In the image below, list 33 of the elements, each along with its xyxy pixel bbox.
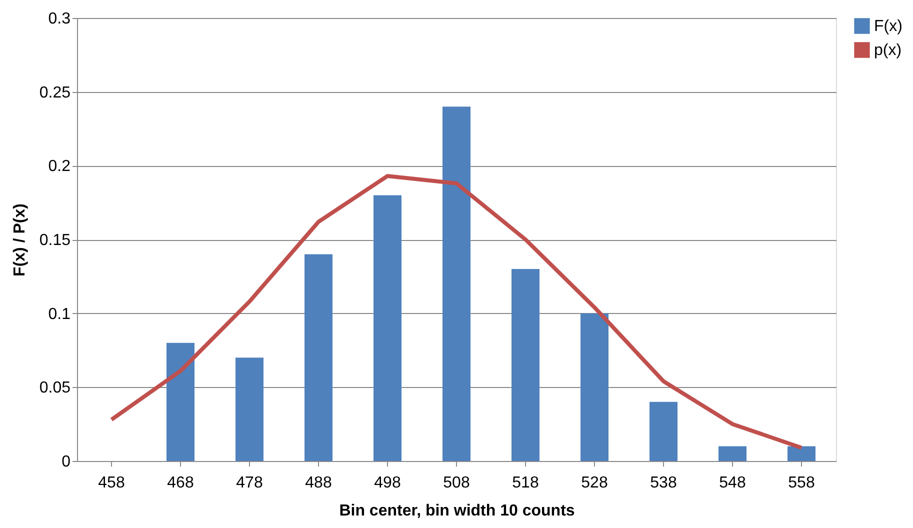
- x-tick-label: 488: [305, 474, 332, 492]
- y-tick-label: 0.2: [48, 158, 71, 176]
- bar: [718, 446, 746, 461]
- y-tick-label: 0.1: [48, 306, 71, 323]
- x-tick-label: 508: [443, 474, 470, 492]
- bar: [166, 342, 194, 461]
- line-series: [110, 174, 804, 450]
- bar: [512, 269, 540, 461]
- y-tick-label: 0.3: [48, 10, 71, 28]
- x-tick-label: 558: [788, 474, 815, 492]
- x-tick-label: 518: [512, 474, 539, 492]
- legend-label: F(x): [874, 18, 902, 35]
- legend-label: p(x): [874, 42, 902, 59]
- x-tick-label: 478: [236, 474, 263, 492]
- y-axis-title: F(x) / P(x): [11, 204, 28, 276]
- x-tick-label: 538: [650, 474, 677, 492]
- y-tick-label: 0.05: [39, 380, 71, 397]
- bar: [580, 313, 608, 461]
- bar: [236, 358, 264, 461]
- bar: [442, 106, 470, 461]
- y-tick-label: 0: [62, 454, 71, 470]
- bar: [788, 446, 816, 461]
- bar: [374, 195, 402, 461]
- x-axis-title: Bin center, bin width 10 counts: [339, 502, 575, 520]
- x-tick-label: 458: [98, 474, 125, 492]
- y-tick-label: 0.15: [39, 232, 71, 249]
- x-tick-label: 528: [581, 474, 608, 492]
- bar: [304, 254, 332, 461]
- x-tick-label: 548: [719, 474, 746, 492]
- y-tick-label: 0.25: [39, 84, 71, 102]
- x-tick-label: 498: [374, 474, 401, 492]
- x-tick-label: 468: [167, 474, 194, 492]
- bar: [650, 402, 678, 461]
